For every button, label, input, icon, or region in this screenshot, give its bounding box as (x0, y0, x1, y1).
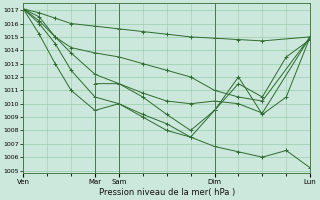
X-axis label: Pression niveau de la mer( hPa ): Pression niveau de la mer( hPa ) (99, 188, 235, 197)
